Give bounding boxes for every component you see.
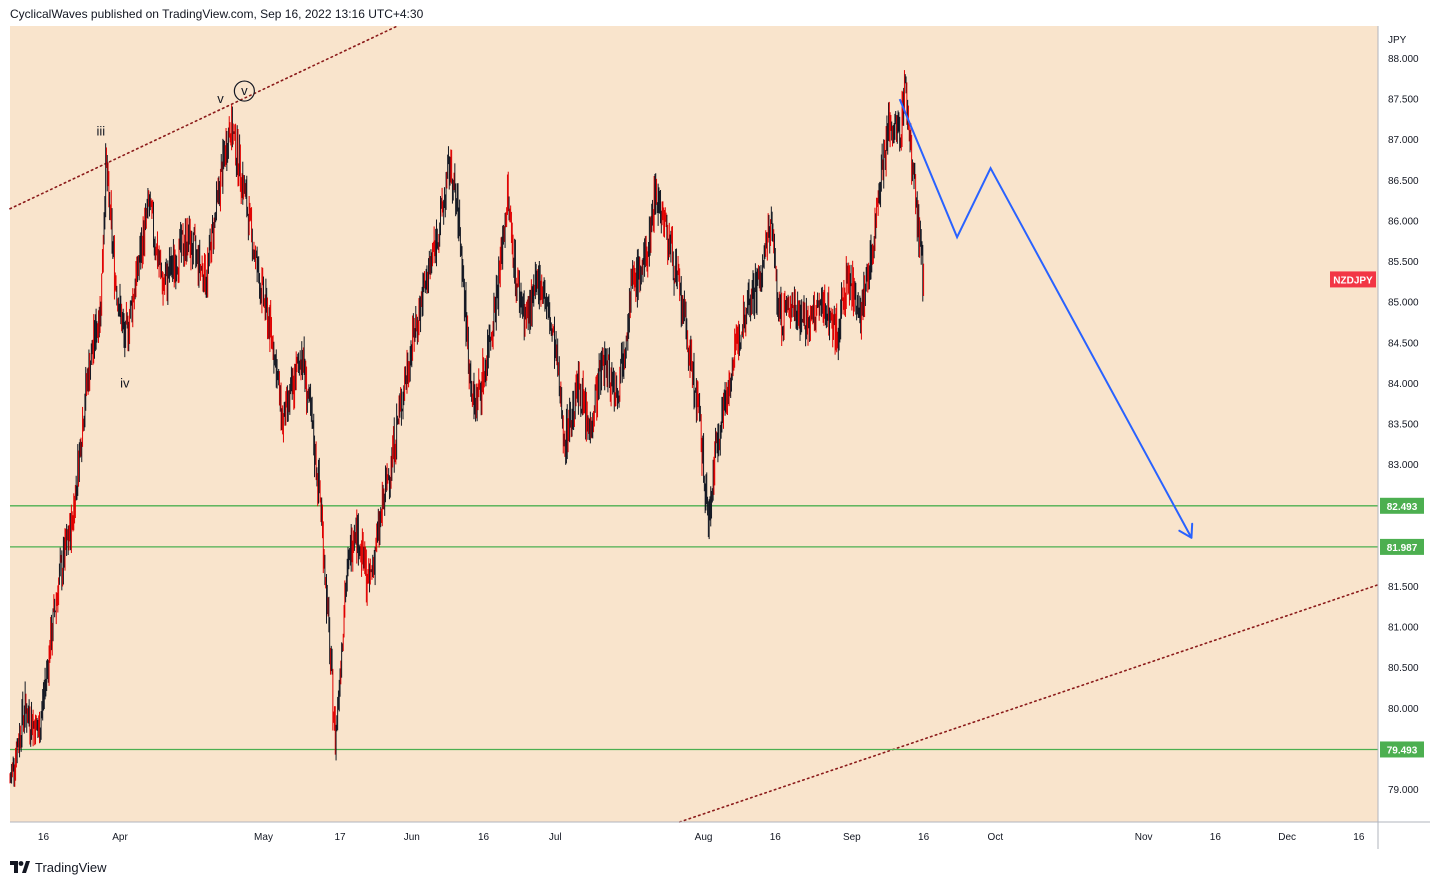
price-tick-label: 81.500 <box>1388 582 1419 593</box>
symbol-badge-label: NZDJPY <box>1333 275 1373 286</box>
level-badge <box>1380 741 1424 758</box>
time-tick-label: 16 <box>1353 832 1365 843</box>
level-badge <box>1380 497 1424 514</box>
time-tick-label: 16 <box>918 832 930 843</box>
price-tick-label: 86.000 <box>1388 216 1419 227</box>
price-tick-label: 84.000 <box>1388 379 1419 390</box>
time-tick-label: Jun <box>404 832 420 843</box>
time-tick-label: Sep <box>843 832 861 843</box>
price-tick-label: 88.000 <box>1388 54 1419 65</box>
support-levels <box>10 505 1378 751</box>
price-tick-label: 87.500 <box>1388 95 1419 106</box>
forecast-arrowhead <box>1178 529 1193 539</box>
brand-name: TradingView <box>35 859 107 875</box>
price-tick-label: 84.500 <box>1388 338 1419 349</box>
candles <box>9 70 925 787</box>
time-axis[interactable]: 16 Apr May 17 Jun 16 Jul Aug 16 Sep 16 Oct Nov 16 Dec 1… <box>38 832 1365 843</box>
price-tick-label: 85.500 <box>1388 257 1419 268</box>
currency-label: JPY <box>1388 35 1407 46</box>
time-tick-label: Apr <box>112 832 128 843</box>
time-tick-label: Nov <box>1135 832 1153 843</box>
level-badge <box>1380 538 1424 555</box>
forecast-line <box>898 98 1193 539</box>
wave-label: v <box>217 91 224 106</box>
price-tick-label: 83.000 <box>1388 460 1419 471</box>
time-tick-label: 16 <box>1210 832 1222 843</box>
wave-labels: iii iv v v <box>97 80 255 390</box>
time-tick-label: 16 <box>478 832 490 843</box>
channel-lines <box>9 25 1379 823</box>
time-tick-label: Jul <box>549 832 562 843</box>
price-tick-label: 80.000 <box>1388 704 1419 715</box>
time-tick-label: 16 <box>770 832 782 843</box>
price-axis[interactable]: JPY 88.000 87.500 87.000 86.500 86.000 85.500… <box>1388 35 1419 796</box>
level-badge-label: 79.493 <box>1387 745 1418 756</box>
footer-brand[interactable]: TradingView <box>10 857 107 877</box>
time-tick-label: Dec <box>1278 832 1296 843</box>
plot-area[interactable] <box>10 26 1378 822</box>
price-badges: 82.493 81.987 79.493 NZDJPY <box>1330 271 1424 758</box>
time-tick-label: Oct <box>988 832 1004 843</box>
price-tick-label: 79.000 <box>1388 785 1419 796</box>
channel-upper-line <box>9 25 399 210</box>
price-tick-label: 80.500 <box>1388 663 1419 674</box>
time-tick-label: 17 <box>334 832 346 843</box>
publisher-caption: CyclicalWaves published on TradingView.c… <box>10 7 424 21</box>
time-tick-label: 16 <box>38 832 50 843</box>
price-tick-label: 83.500 <box>1388 420 1419 431</box>
wave-label: v <box>241 83 248 98</box>
forecast-path <box>898 98 1194 539</box>
tradingview-logo-icon <box>10 861 30 873</box>
level-badge-label: 82.493 <box>1387 502 1418 513</box>
time-tick-label: May <box>254 832 273 843</box>
time-tick-label: Aug <box>695 832 713 843</box>
price-tick-label: 87.000 <box>1388 135 1419 146</box>
price-tick-label: 86.500 <box>1388 176 1419 187</box>
level-badge-label: 81.987 <box>1387 543 1418 554</box>
wave-label: iv <box>120 375 130 390</box>
channel-lower-line <box>678 584 1379 823</box>
forecast-arrowhead <box>1190 522 1194 539</box>
symbol-badge <box>1330 271 1376 288</box>
wave-label-circle <box>233 80 255 102</box>
wave-label: iii <box>97 124 106 139</box>
price-tick-label: 85.000 <box>1388 298 1419 309</box>
price-tick-label: 81.000 <box>1388 623 1419 634</box>
